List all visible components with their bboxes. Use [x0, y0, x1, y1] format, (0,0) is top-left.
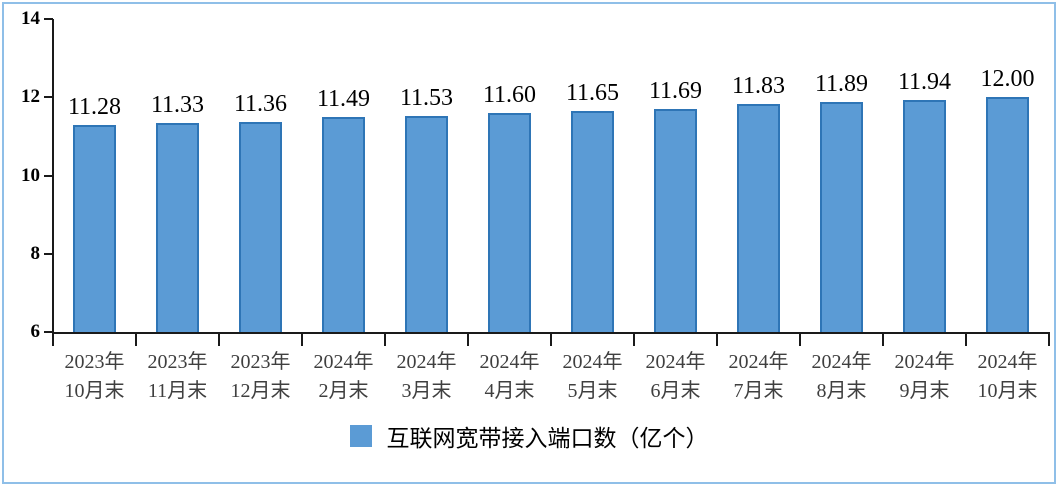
- bar-value-label: 11.94: [897, 68, 952, 95]
- x-axis-category-label: 2024年 10月末: [977, 351, 1038, 402]
- y-tick-label: 6: [30, 321, 41, 342]
- x-axis-line: [52, 332, 1050, 334]
- bar-value-label: 11.49: [316, 86, 371, 113]
- y-tick-mark: [44, 331, 53, 333]
- bar-value-label: 11.60: [482, 81, 537, 108]
- bar-value-label: 11.69: [648, 78, 703, 105]
- x-tick-mark: [384, 334, 386, 346]
- bar-value-label: 11.28: [67, 94, 122, 121]
- y-axis-line: [52, 19, 54, 334]
- bar: [737, 103, 780, 332]
- x-tick-mark: [467, 334, 469, 346]
- bar-value-label: 11.53: [399, 84, 454, 111]
- x-axis-category-label: 2024年 5月末: [562, 351, 623, 402]
- x-tick-mark: [965, 334, 967, 346]
- x-tick-mark: [301, 334, 303, 346]
- legend: 互联网宽带接入端口数（亿个）: [0, 416, 1058, 456]
- bar: [488, 112, 531, 332]
- x-axis-category-label: 2024年 8月末: [811, 351, 872, 402]
- x-tick-mark: [135, 334, 137, 346]
- x-tick-mark: [52, 334, 54, 346]
- bar: [986, 97, 1029, 332]
- x-axis-category-label: 2024年 6月末: [645, 351, 706, 402]
- x-axis-category-label: 2024年 3月末: [396, 351, 457, 402]
- x-axis-category-label: 2024年 9月末: [894, 351, 955, 402]
- y-tick-label: 12: [21, 86, 40, 108]
- bar-value-label: 11.33: [150, 92, 205, 119]
- x-tick-mark: [1048, 334, 1050, 346]
- bar: [73, 125, 116, 332]
- bar: [156, 123, 199, 332]
- x-tick-mark: [716, 334, 718, 346]
- bar: [405, 115, 448, 332]
- legend-label: 互联网宽带接入端口数（亿个）: [386, 426, 709, 451]
- bar-value-label: 11.65: [565, 79, 620, 106]
- x-axis-category-label: 2024年 4月末: [479, 351, 540, 402]
- x-axis-category-label: 2024年 2月末: [313, 351, 374, 402]
- bar: [903, 99, 946, 332]
- bar-value-label: 11.89: [814, 70, 869, 97]
- bar: [820, 101, 863, 332]
- bar-value-label: 11.36: [233, 91, 288, 118]
- x-axis-category-label: 2024年 7月末: [728, 351, 789, 402]
- x-tick-mark: [218, 334, 220, 346]
- bar: [239, 122, 282, 332]
- bar-value-label: 12.00: [980, 66, 1035, 93]
- x-axis-category-label: 2023年 10月末: [64, 351, 125, 402]
- y-tick-mark: [44, 18, 53, 20]
- x-axis-category-label: 2023年 12月末: [230, 351, 291, 402]
- x-tick-mark: [633, 334, 635, 346]
- x-tick-mark: [882, 334, 884, 346]
- legend-swatch-icon: [349, 425, 372, 447]
- x-axis-category-label: 2023年 11月末: [147, 351, 208, 402]
- bar: [654, 109, 697, 332]
- bar: [571, 110, 614, 332]
- y-tick-mark: [44, 174, 53, 177]
- bar-value-label: 11.83: [731, 72, 786, 99]
- y-tick-label: 10: [21, 164, 40, 186]
- y-tick-label: 14: [21, 8, 40, 29]
- y-tick-mark: [44, 252, 53, 255]
- x-tick-mark: [550, 334, 552, 346]
- x-tick-mark: [799, 334, 801, 346]
- y-tick-label: 8: [30, 242, 41, 264]
- bar: [322, 117, 365, 332]
- y-tick-mark: [44, 96, 53, 99]
